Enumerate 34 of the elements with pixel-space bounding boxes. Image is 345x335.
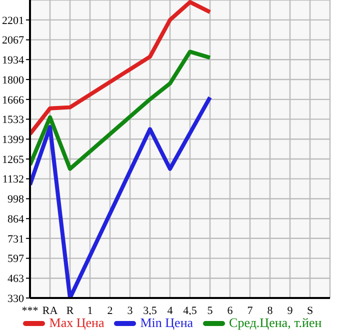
y-tick-label: 864 [8, 214, 24, 226]
y-tick-label: 1399 [2, 134, 24, 146]
line-series [30, 0, 212, 136]
x-tick-label: S [306, 304, 314, 317]
x-tick-label: 4 [167, 304, 174, 317]
y-tick-label: 1934 [2, 54, 24, 67]
y-tick-label: 1533 [2, 114, 24, 126]
x-tick-label: 7 [247, 304, 254, 317]
y-tick-label: 2201 [2, 14, 24, 27]
y-tick-label: 998 [8, 194, 24, 206]
y-tick-label: 2067 [2, 34, 24, 47]
x-tick-label: R [66, 304, 74, 317]
x-tick-label: 1 [87, 304, 93, 317]
y-tick-label: 1132 [2, 174, 24, 186]
line-series [30, 50, 212, 171]
y-tick-label: 597 [8, 253, 24, 266]
legend-label: Сред.Цена, т.йен [228, 315, 322, 331]
x-tick-label: RA [42, 304, 58, 317]
y-tick-label: 330 [8, 292, 24, 305]
y-tick-label: 1666 [2, 94, 24, 106]
y-tick-label: 463 [8, 273, 24, 286]
x-tick-label: 9 [287, 304, 294, 317]
legend-label: Max Цена [48, 315, 104, 331]
line-series [30, 95, 212, 298]
x-tick-label: 5 [207, 304, 214, 317]
x-tick-label: 2 [107, 304, 113, 317]
x-tick-label: 8 [267, 304, 274, 317]
y-tick-label: 731 [8, 233, 24, 246]
x-tick-label: 3 [127, 304, 134, 317]
y-tick-label: 1800 [2, 74, 24, 86]
legend-label: Min Цена [139, 315, 194, 331]
x-tick-label: 6 [227, 304, 234, 317]
x-tick-label: *** [22, 304, 38, 317]
y-tick-label: 1265 [2, 154, 24, 166]
